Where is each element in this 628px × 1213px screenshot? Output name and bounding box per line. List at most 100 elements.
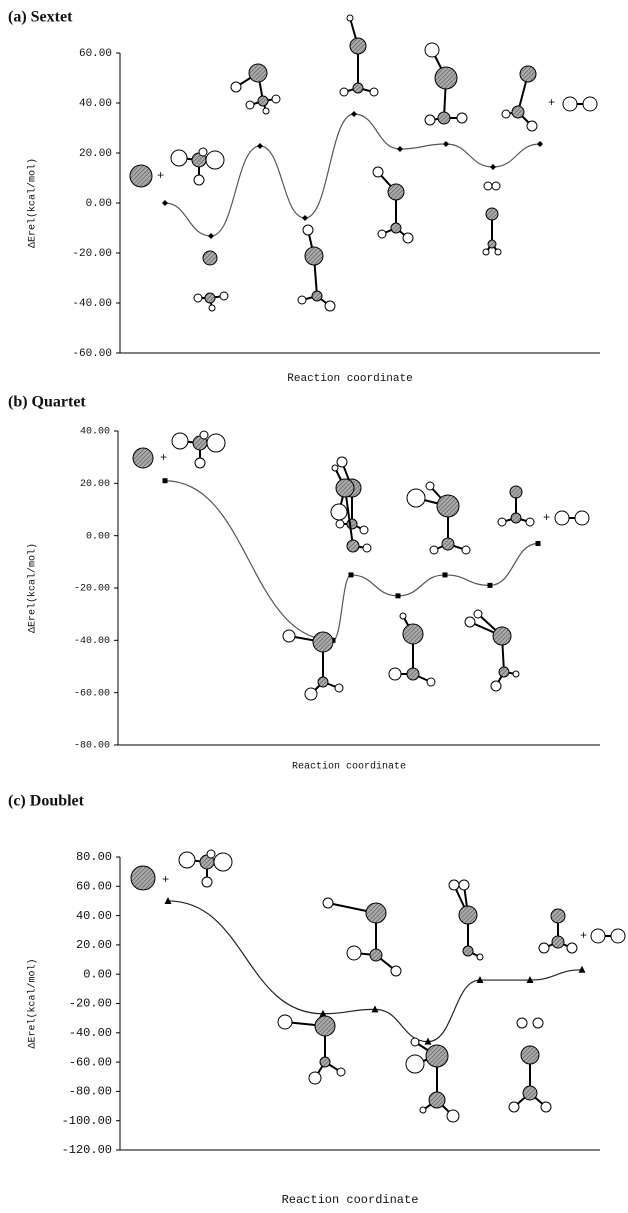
atom: [583, 97, 597, 111]
atom: [425, 43, 439, 57]
atom: [474, 610, 482, 618]
atom: [298, 296, 306, 304]
molecule: [483, 182, 501, 255]
point: [537, 141, 543, 147]
atom: [278, 1015, 292, 1029]
atom: [335, 684, 343, 692]
panel-title: (c) Doublet: [8, 793, 85, 810]
point: [349, 572, 354, 577]
atom: [206, 151, 224, 169]
atom: [459, 906, 477, 924]
point: [536, 541, 541, 546]
y-tick-label: 20.00: [76, 938, 112, 952]
atom: [426, 482, 434, 490]
atom: [305, 247, 323, 265]
atom: [133, 448, 153, 468]
atom: [340, 88, 348, 96]
point: [257, 143, 263, 149]
y-tick-label: -40.00: [72, 298, 112, 310]
atom: [347, 540, 359, 552]
atom: [539, 943, 549, 953]
y-tick-label: 20.00: [79, 148, 112, 160]
molecule: [323, 898, 401, 976]
molecule: [449, 880, 483, 960]
atom: [391, 966, 401, 976]
y-tick-label: -40.00: [69, 1026, 112, 1040]
y-tick-label: 20.00: [80, 479, 110, 490]
molecule: [407, 482, 470, 554]
atom: [258, 96, 268, 106]
atom: [526, 518, 534, 526]
plus-sign: +: [162, 873, 169, 887]
atom: [406, 1055, 424, 1073]
molecule: [340, 15, 378, 96]
y-tick-label: -80.00: [74, 741, 110, 752]
point: [443, 572, 448, 577]
series-line: [165, 114, 540, 236]
atom: [483, 249, 489, 255]
molecule: [278, 1015, 345, 1084]
atom: [336, 479, 354, 497]
atom: [220, 292, 228, 300]
atom: [492, 182, 500, 190]
y-axis-label: ΔErel(kcal/mol): [27, 158, 39, 248]
atom: [315, 1016, 335, 1036]
atom: [373, 167, 383, 177]
atom: [425, 115, 435, 125]
atom: [366, 903, 386, 923]
atom: [347, 15, 353, 21]
atom: [477, 954, 483, 960]
atom: [214, 853, 232, 871]
y-tick-label: -80.00: [69, 1085, 112, 1099]
y-tick-label: 0.00: [86, 198, 112, 210]
plus-sign: +: [543, 511, 550, 525]
molecule: [131, 866, 155, 890]
atom: [209, 305, 215, 311]
atom: [194, 175, 204, 185]
atom: [172, 433, 188, 449]
atom: [426, 1045, 448, 1067]
molecule: [172, 431, 225, 468]
y-tick-label: -120.00: [62, 1143, 112, 1157]
atom: [331, 504, 347, 520]
atom: [131, 866, 155, 890]
molecule: [179, 850, 232, 887]
atom: [318, 677, 328, 687]
atom: [179, 852, 195, 868]
point: [488, 583, 493, 588]
y-tick-label: 40.00: [79, 98, 112, 110]
x-axis-label: Reaction coordinate: [287, 373, 412, 385]
atom: [510, 486, 522, 498]
molecule: [373, 167, 413, 243]
molecule: [130, 165, 152, 187]
atom: [509, 1102, 519, 1112]
y-tick-label: -20.00: [74, 584, 110, 595]
atom: [320, 1057, 330, 1067]
molecule: [509, 1018, 551, 1112]
atom: [517, 1018, 527, 1028]
atom: [430, 546, 438, 554]
plus-sign: +: [157, 169, 164, 183]
point: [162, 200, 168, 206]
atom: [336, 520, 344, 528]
atom: [391, 223, 401, 233]
molecule: [498, 486, 534, 526]
y-tick-label: 60.00: [76, 879, 112, 893]
atom: [303, 225, 313, 235]
point: [396, 593, 401, 598]
molecule: [389, 613, 435, 686]
atom: [305, 688, 317, 700]
atom: [495, 249, 501, 255]
molecule: [133, 448, 153, 468]
y-tick-label: -20.00: [72, 248, 112, 260]
atom: [462, 546, 470, 554]
atom: [207, 434, 225, 452]
atom: [200, 431, 208, 439]
atom: [484, 182, 492, 190]
y-tick-label: 40.00: [80, 427, 110, 438]
x-axis-label: Reaction coordinate: [292, 761, 406, 773]
atom: [511, 513, 521, 523]
atom: [207, 850, 215, 858]
atom: [491, 681, 501, 691]
atom: [611, 929, 625, 943]
